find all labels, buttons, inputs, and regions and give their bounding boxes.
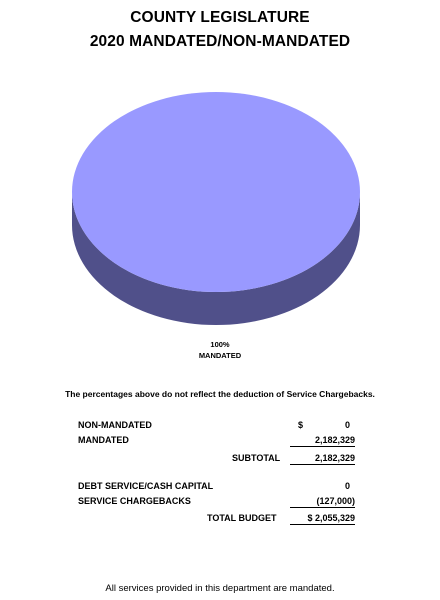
pie-label-percent: 100% [210,340,230,349]
total-budget-value: $ 2,055,329 [290,513,355,525]
mandated-label: MANDATED [78,435,129,445]
chart-title-line1: COUNTY LEGISLATURE [130,9,310,26]
debt-service-label: DEBT SERVICE/CASH CAPITAL [78,481,214,491]
pie-label-name: MANDATED [198,351,242,360]
service-chargebacks-label: SERVICE CHARGEBACKS [78,496,191,506]
chargeback-note: The percentages above do not reflect the… [65,389,375,399]
debt-service-value: 0 [344,481,350,491]
non-mandated-currency: $ [298,420,304,430]
pie-chart [72,92,360,325]
non-mandated-label: NON-MANDATED [78,420,152,430]
mandated-value: 2,182,329 [290,435,355,447]
pie-slice-side-mandated [72,192,360,325]
non-mandated-value: 0 [344,420,350,430]
subtotal-label: SUBTOTAL [232,453,281,463]
service-chargebacks-value: (127,000) [290,496,355,508]
total-budget-label: TOTAL BUDGET [207,513,277,523]
subtotal-value: 2,182,329 [290,453,355,465]
footer-note: All services provided in this department… [105,583,335,594]
pie-slice-mandated [72,92,360,292]
chart-title-line2: 2020 MANDATED/NON-MANDATED [89,33,351,50]
